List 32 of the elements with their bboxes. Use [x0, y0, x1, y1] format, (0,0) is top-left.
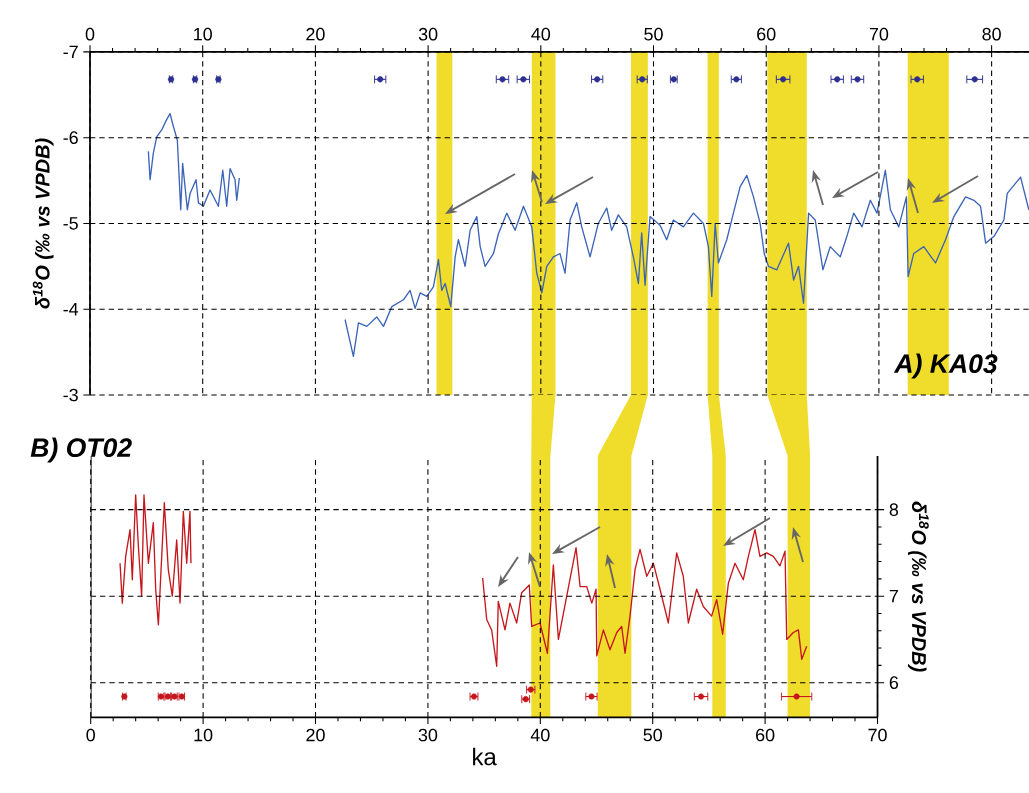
x-tick-label: 0: [86, 728, 95, 742]
x-tick-label: 40: [531, 27, 551, 41]
x-tick-label: 0: [85, 27, 95, 41]
y-tick-label: -7: [63, 45, 78, 59]
x-tick-label: 70: [869, 27, 889, 41]
x-tick-label: 10: [194, 728, 213, 742]
x-tick-label: 80: [982, 27, 1001, 41]
x-tick-label: 40: [530, 728, 550, 742]
x-tick-label: 70: [868, 728, 887, 742]
line-series: [119, 494, 192, 626]
y-tick-label: -3: [63, 388, 78, 402]
y-tick-label: -5: [63, 217, 78, 230]
x-tick-label: 20: [306, 27, 325, 41]
x-tick-label: 20: [306, 728, 325, 742]
y-tick-label: 8: [889, 503, 899, 516]
y-tick-label: 6: [889, 676, 899, 690]
x-axis-title: ka: [473, 747, 497, 766]
y-axis-title: δ$^{18}$O (‰ vs VPDB): [907, 501, 929, 672]
x-tick-label: 30: [418, 27, 438, 41]
x-tick-label: 10: [194, 27, 212, 41]
line-series: [147, 112, 240, 211]
x-tick-label: 50: [643, 728, 662, 742]
line-series: [481, 528, 808, 667]
y-axis-title: δ$^{18}$O (‰ vs VPDB): [32, 138, 54, 309]
y-tick-label: -6: [63, 131, 78, 145]
x-tick-label: 60: [756, 728, 775, 742]
x-tick-label: 50: [644, 27, 663, 41]
x-tick-label: 30: [418, 728, 438, 742]
chart-title: B) OT02: [30, 437, 132, 463]
y-tick-label: -4: [63, 303, 79, 316]
x-tick-label: 60: [757, 27, 776, 41]
y-tick-label: 7: [889, 590, 898, 603]
